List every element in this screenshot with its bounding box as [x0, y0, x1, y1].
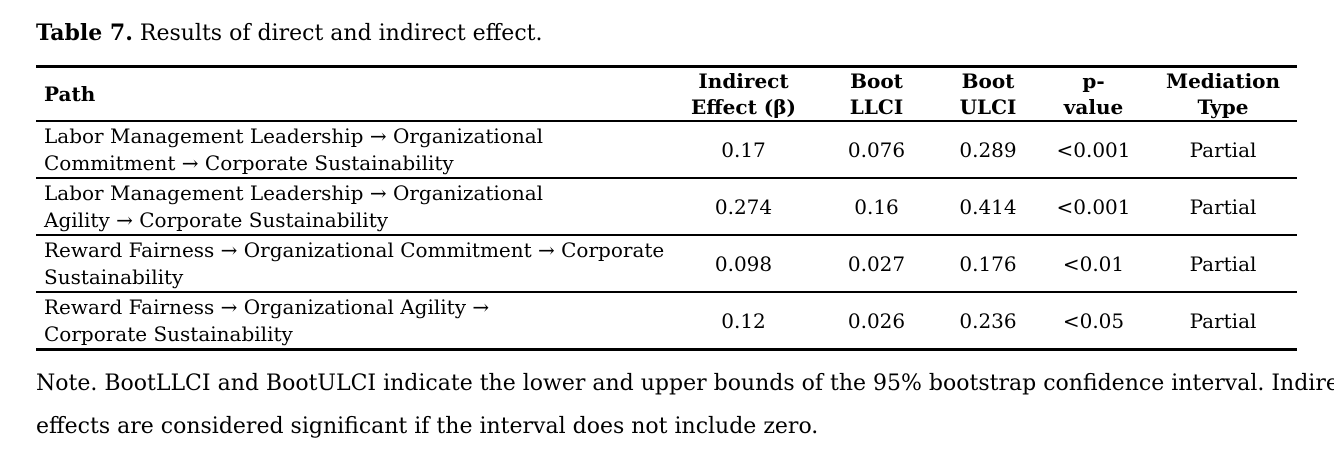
path-text: Corporate Sustainability	[44, 321, 293, 346]
mediation-type-cell: Partial	[1189, 251, 1257, 276]
boot-llci-cell: 0.076	[847, 137, 906, 162]
table-note-line: effects are considered significant if th…	[36, 414, 819, 439]
p-value-cell: <0.001	[1056, 194, 1131, 219]
p-value-cell: <0.001	[1056, 137, 1131, 162]
column-header-mediation-type: Mediation Type	[1165, 69, 1281, 119]
table-row: Reward Fairness → Organizational Commitm…	[36, 235, 1297, 292]
table-note-line: Note. BootLLCI and BootULCI indicate the…	[36, 371, 1334, 396]
table-row: Labor Management Leadership → Organizati…	[36, 178, 1297, 235]
column-header-indirect-effect: Indirect Effect (β)	[691, 69, 796, 119]
path-text: Reward Fairness → Organizational Agility…	[44, 294, 490, 319]
indirect-effect-cell: 0.098	[714, 251, 773, 276]
p-value-cell: <0.01	[1062, 251, 1125, 276]
p-value-cell: <0.05	[1062, 308, 1125, 333]
path-text: Reward Fairness → Organizational Commitm…	[44, 237, 665, 262]
boot-ulci-cell: 0.414	[959, 194, 1017, 219]
table-caption: Table 7. Results of direct and indirect …	[36, 20, 1298, 47]
path-cell: Reward Fairness → Organizational Commitm…	[36, 235, 672, 292]
table-caption-label: Table 7.	[36, 20, 133, 46]
header-row: Path Indirect Effect (β) Boot LLCI Boot …	[36, 67, 1297, 121]
column-header-path: Path	[44, 82, 96, 106]
path-text: Agility → Corporate Sustainability	[44, 207, 389, 232]
column-header-p-value: p- value	[1063, 69, 1124, 119]
path-text: Labor Management Leadership → Organizati…	[44, 180, 544, 205]
path-text: Sustainability	[44, 264, 184, 289]
indirect-effect-cell: 0.274	[714, 194, 773, 219]
table-row: Reward Fairness → Organizational Agility…	[36, 292, 1297, 350]
mediation-type-cell: Partial	[1189, 308, 1257, 333]
path-text: Labor Management Leadership → Organizati…	[44, 123, 544, 148]
indirect-effect-cell: 0.12	[721, 308, 766, 333]
path-cell: Reward Fairness → Organizational Agility…	[36, 292, 672, 350]
boot-ulci-cell: 0.236	[959, 308, 1017, 333]
mediation-type-cell: Partial	[1189, 194, 1257, 219]
table-row: Labor Management Leadership → Organizati…	[36, 121, 1297, 178]
path-cell: Labor Management Leadership → Organizati…	[36, 121, 672, 178]
boot-llci-cell: 0.026	[847, 308, 906, 333]
column-header-boot-llci: Boot LLCI	[849, 69, 904, 119]
indirect-effect-cell: 0.17	[721, 137, 766, 162]
boot-llci-cell: 0.027	[847, 251, 906, 276]
results-table: Path Indirect Effect (β) Boot LLCI Boot …	[36, 65, 1297, 351]
path-cell: Labor Management Leadership → Organizati…	[36, 178, 672, 235]
table-caption-text: Results of direct and indirect effect.	[139, 21, 543, 46]
mediation-type-cell: Partial	[1189, 137, 1257, 162]
boot-ulci-cell: 0.289	[959, 137, 1017, 162]
table-note: Note. BootLLCI and BootULCI indicate the…	[36, 362, 1334, 448]
boot-ulci-cell: 0.176	[959, 251, 1017, 276]
path-text: Commitment → Corporate Sustainability	[44, 150, 454, 175]
column-header-boot-ulci: Boot ULCI	[959, 69, 1017, 119]
boot-llci-cell: 0.16	[854, 194, 899, 219]
